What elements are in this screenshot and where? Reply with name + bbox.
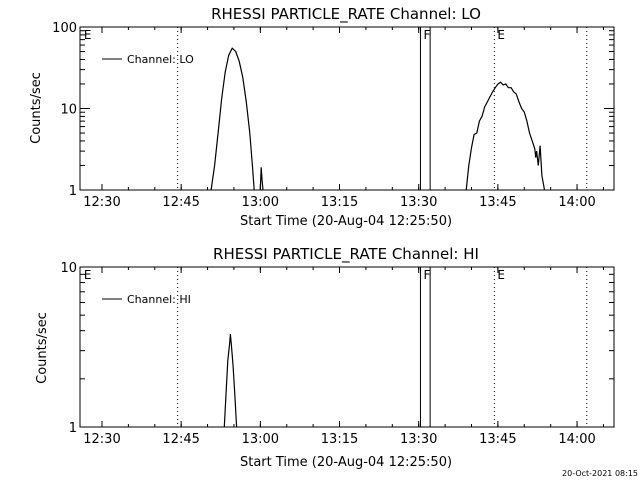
lo-xtick-label: 13:45 [479, 195, 516, 210]
hi-plot-area: 12:30 12:45 13:00 13:15 13:30 13:45 14:00 1 10 E F… [60, 261, 615, 447]
hi-marker-label: F [423, 268, 430, 282]
hi-xtick-label: 12:30 [83, 432, 120, 447]
lo-series-line [259, 167, 264, 191]
hi-xtick-label: 14:00 [558, 432, 595, 447]
hi-plot-frame [79, 266, 615, 428]
hi-marker-label: E [84, 268, 92, 282]
hi-xtick-label: 13:30 [400, 432, 437, 447]
lo-xtick-label: 13:15 [321, 195, 358, 210]
hi-ytick-label: 1 [69, 421, 77, 436]
lo-xlabel: Start Time (20-Aug-04 12:25:50) [240, 214, 452, 229]
lo-legend-label: Channel: LO [127, 53, 194, 66]
lo-ytick-label: 1 [69, 184, 77, 199]
hi-title: RHESSI PARTICLE_RATE Channel: HI [213, 245, 479, 264]
hi-series-line [223, 334, 238, 428]
hi-panel: RHESSI PARTICLE_RATE Channel: HI Start T… [35, 245, 615, 470]
lo-marker-label: F [423, 28, 430, 42]
lo-ytick-label: 100 [52, 21, 77, 36]
footer-timestamp: 20-Oct-2021 08:15 [562, 469, 638, 478]
hi-xlabel: Start Time (20-Aug-04 12:25:50) [240, 455, 452, 470]
lo-xtick-label: 13:00 [242, 195, 279, 210]
hi-xtick-label: 12:45 [162, 432, 199, 447]
lo-plot-frame [79, 26, 615, 191]
hi-xtick-label: 13:45 [479, 432, 516, 447]
lo-marker-label: E [84, 28, 92, 42]
hi-xtick-label: 13:00 [242, 432, 279, 447]
lo-xtick-label: 12:30 [83, 195, 120, 210]
hi-xtick-label: 13:15 [321, 432, 358, 447]
lo-ylabel: Counts/sec [29, 72, 44, 144]
lo-title: RHESSI PARTICLE_RATE Channel: LO [211, 5, 481, 24]
lo-xtick-label: 13:30 [400, 195, 437, 210]
hi-marker-label: E [497, 268, 505, 282]
lo-panel: RHESSI PARTICLE_RATE Channel: LO Start T… [29, 5, 615, 229]
lo-marker-label: E [497, 28, 505, 42]
lo-xtick-label: 14:00 [558, 195, 595, 210]
lo-series-line [465, 81, 546, 191]
hi-legend-label: Channel: HI [127, 293, 191, 306]
hi-ylabel: Counts/sec [35, 312, 50, 384]
lo-ytick-label: 10 [60, 103, 77, 118]
lo-plot-area: 12:30 12:45 13:00 13:15 13:30 13:45 14:00 1 10 10… [52, 21, 615, 210]
lo-series-line [210, 47, 255, 191]
hi-ytick-label: 10 [60, 261, 77, 276]
lo-xtick-label: 12:45 [162, 195, 199, 210]
